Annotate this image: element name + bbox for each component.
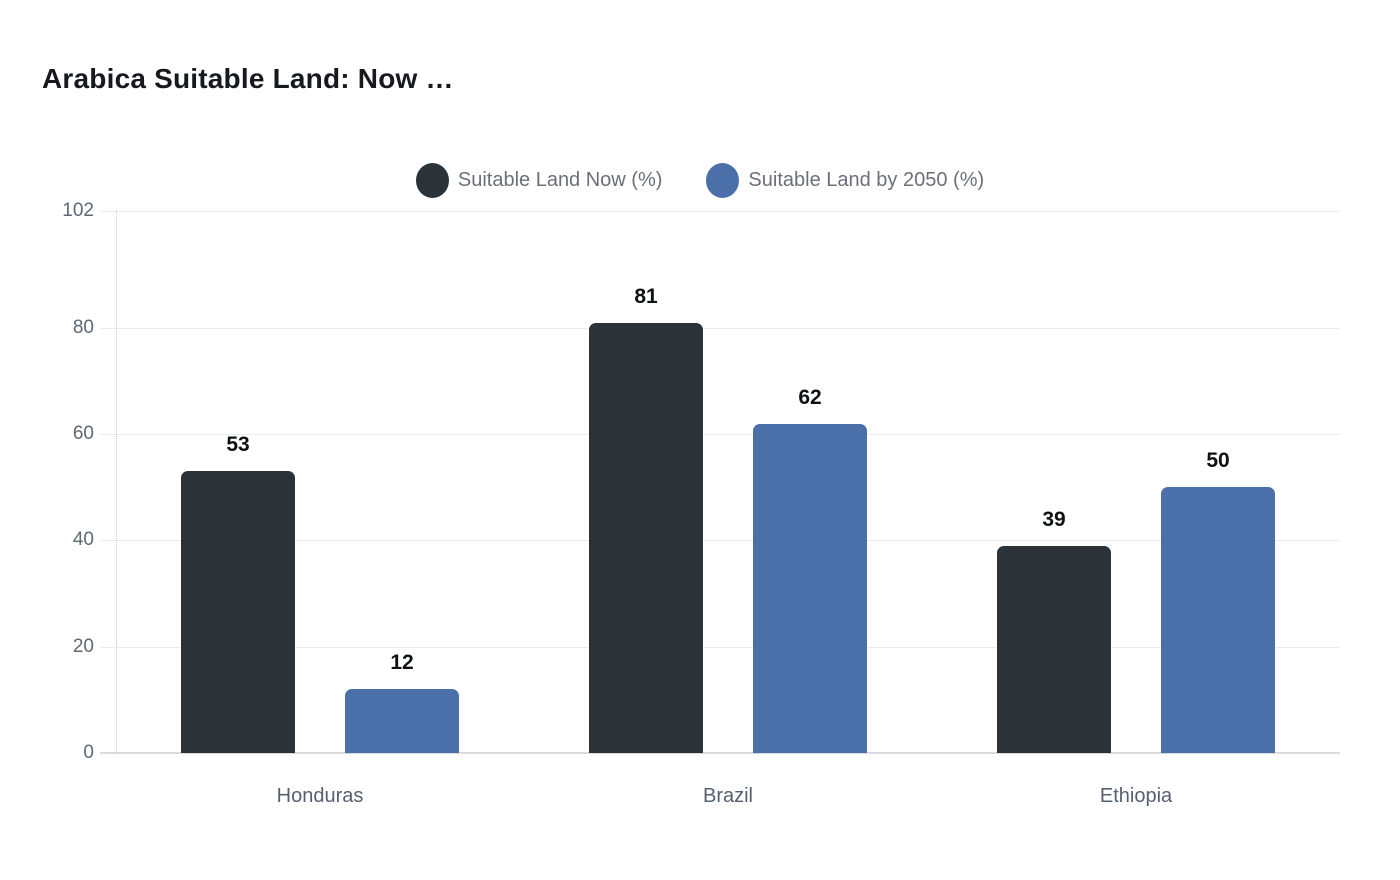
x-category-label-honduras: Honduras xyxy=(276,785,364,807)
legend-item-now[interactable]: Suitable Land Now (%) xyxy=(415,162,663,198)
grid-line xyxy=(100,327,1340,329)
legend-swatch-circle-icon xyxy=(415,162,449,198)
bar-2050-honduras[interactable] xyxy=(345,689,459,753)
legend-swatch-circle-icon xyxy=(706,162,740,198)
bar-2050-ethiopia[interactable] xyxy=(1161,487,1275,753)
bar-value-label: 62 xyxy=(798,385,822,409)
grid-line xyxy=(100,211,1340,212)
legend-label: Suitable Land Now (%) xyxy=(457,168,663,191)
grid-line xyxy=(100,646,1340,648)
y-tick-label: 40 xyxy=(72,529,94,551)
legend-item-2050[interactable]: Suitable Land by 2050 (%) xyxy=(706,162,985,198)
grid-line xyxy=(100,434,1340,436)
bar-value-label: 50 xyxy=(1206,449,1230,473)
chart-title: Arabica Suitable Land: Now … xyxy=(42,63,454,94)
y-tick-label: 20 xyxy=(72,635,94,657)
grid-line xyxy=(100,540,1340,542)
bar-2050-brazil[interactable] xyxy=(753,423,867,753)
legend-label: Suitable Land by 2050 (%) xyxy=(748,168,985,191)
bar-now-ethiopia[interactable] xyxy=(997,545,1111,753)
x-category-label-ethiopia: Ethiopia xyxy=(1099,785,1173,807)
legend: Suitable Land Now (%) Suitable Land by 20… xyxy=(0,160,1400,200)
y-tick-label: 60 xyxy=(72,423,94,445)
y-tick-label: 102 xyxy=(62,200,94,221)
x-category-label-brazil: Brazil xyxy=(702,785,753,807)
bar-now-honduras[interactable] xyxy=(181,471,295,753)
bar-value-label: 53 xyxy=(226,433,250,457)
bar-value-label: 81 xyxy=(634,284,658,308)
y-tick-label: 0 xyxy=(83,742,94,763)
bar-value-label: 12 xyxy=(390,651,414,675)
y-tick-label: 80 xyxy=(72,316,94,338)
bar-now-brazil[interactable] xyxy=(589,322,703,753)
x-axis-baseline xyxy=(100,752,1340,754)
bar-value-label: 39 xyxy=(1042,507,1066,531)
y-axis-line xyxy=(116,211,117,753)
